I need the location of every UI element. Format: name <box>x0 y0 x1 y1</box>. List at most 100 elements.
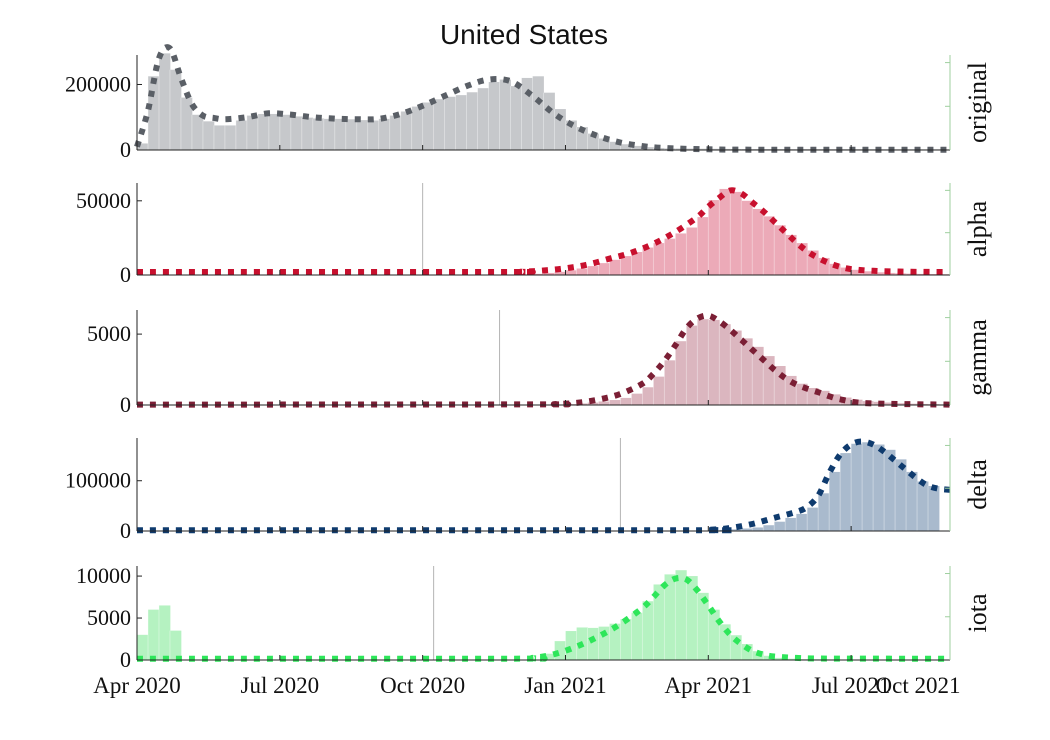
bar <box>763 525 775 531</box>
bar <box>598 401 610 405</box>
bar <box>620 619 632 660</box>
bar <box>653 584 665 660</box>
y-tick-label: 0 <box>120 647 131 672</box>
bar <box>917 273 929 275</box>
panel-alpha: 0 50000 alpha <box>76 183 992 287</box>
bar <box>708 319 720 405</box>
bar <box>356 120 369 150</box>
bar <box>785 234 797 275</box>
y-tick-label: 0 <box>120 137 131 162</box>
bar <box>213 125 226 150</box>
bar <box>389 115 402 150</box>
bar <box>609 141 621 150</box>
bar <box>708 609 720 660</box>
bar <box>290 116 303 150</box>
bar <box>719 324 731 405</box>
bars <box>696 442 940 531</box>
bar <box>664 238 676 275</box>
bar <box>466 92 478 150</box>
bar <box>653 376 665 405</box>
bar <box>730 191 742 275</box>
variant-label: alpha <box>963 200 992 257</box>
variant-label: gamma <box>963 319 992 396</box>
bar <box>653 243 665 275</box>
panel-delta: 0 100000 delta <box>65 438 992 543</box>
bar <box>785 517 797 531</box>
x-tick-label: Apr 2020 <box>93 673 181 698</box>
bar <box>554 109 566 150</box>
bar <box>224 125 237 150</box>
bar <box>609 259 621 275</box>
bar <box>884 449 896 531</box>
bar <box>609 400 621 405</box>
bar <box>598 138 610 150</box>
bar <box>312 118 325 150</box>
bar <box>565 270 577 275</box>
model-fit-line <box>136 187 951 276</box>
bar <box>532 273 544 275</box>
bar <box>686 148 698 150</box>
bars <box>521 188 951 275</box>
bar <box>543 272 555 275</box>
bar <box>642 387 654 405</box>
bar <box>730 529 742 531</box>
bar <box>796 383 808 405</box>
x-tick-label: Jan 2021 <box>524 673 606 698</box>
bar <box>642 147 654 150</box>
bar <box>763 216 775 275</box>
bar <box>158 53 171 150</box>
bar <box>697 148 709 150</box>
bar <box>697 592 709 660</box>
bar <box>752 527 764 531</box>
bar <box>521 77 533 150</box>
panel-original: 0 200000 original <box>65 44 992 162</box>
bar <box>180 97 193 150</box>
bar <box>400 111 413 150</box>
bar <box>785 658 797 660</box>
y-tick-label: 5000 <box>87 605 131 630</box>
bar <box>587 266 599 275</box>
bar <box>367 120 380 150</box>
bar <box>862 442 874 531</box>
model-fit-line <box>134 44 951 153</box>
bar <box>730 635 742 660</box>
bar <box>774 225 786 275</box>
bar <box>697 217 709 275</box>
bar <box>532 76 544 150</box>
panel-iota: 0 5000 10000 iota <box>76 563 992 672</box>
bar <box>829 394 841 405</box>
bar <box>598 626 610 660</box>
model-fit-line <box>136 438 951 534</box>
bar <box>873 272 885 275</box>
bar <box>741 644 753 660</box>
bar <box>928 486 940 531</box>
bar <box>785 375 797 405</box>
bar <box>741 528 753 531</box>
bar <box>620 256 632 275</box>
bar <box>587 402 599 405</box>
y-tick-label: 0 <box>120 518 131 543</box>
x-tick-label: Jul 2021 <box>812 673 891 698</box>
bar <box>334 118 347 150</box>
bar <box>774 521 786 531</box>
bar <box>917 481 929 531</box>
bar <box>741 338 753 405</box>
bar <box>598 263 610 275</box>
bar <box>719 188 731 275</box>
bar <box>477 88 489 150</box>
bar <box>829 471 841 531</box>
bar <box>807 387 819 405</box>
bar <box>235 120 248 150</box>
bar <box>730 330 742 405</box>
bar <box>895 459 907 531</box>
bar <box>246 115 259 150</box>
x-tick-label: Jul 2020 <box>241 673 320 698</box>
bar <box>301 117 314 150</box>
bar <box>378 118 391 150</box>
bar <box>851 269 863 275</box>
bar <box>554 271 566 275</box>
bar <box>158 605 171 660</box>
bar <box>455 95 467 150</box>
y-tick-label: 10000 <box>76 563 131 588</box>
